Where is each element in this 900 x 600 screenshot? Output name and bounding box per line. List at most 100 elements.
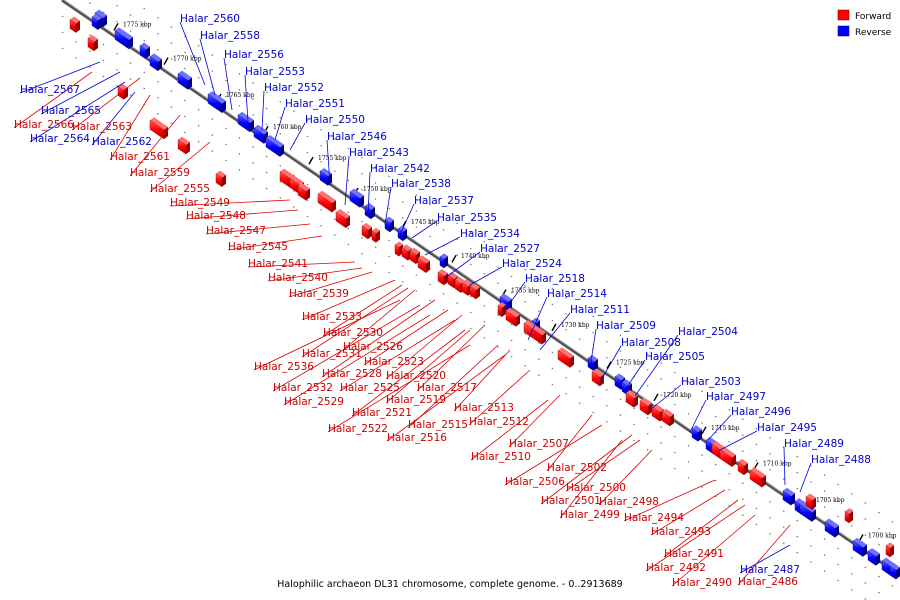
forward-gene xyxy=(149,117,168,140)
gene-label: Halar_2532 xyxy=(273,382,333,394)
scale-tick-label: 1710 kbp xyxy=(763,460,792,467)
gene-label: Halar_2504 xyxy=(678,326,738,338)
gene-label: Halar_2529 xyxy=(284,396,344,408)
gene-label: Halar_2535 xyxy=(437,212,497,224)
gene-label: Halar_2543 xyxy=(349,147,409,159)
forward-gene xyxy=(844,508,853,524)
forward-gene xyxy=(505,307,520,327)
gene-label: Halar_2520 xyxy=(386,370,446,382)
forward-gene xyxy=(215,170,226,188)
gene-label: Halar_2516 xyxy=(387,432,447,444)
gene-label: Halar_2565 xyxy=(41,105,101,117)
scale-tick-label: 1700 kbp xyxy=(868,532,897,539)
gene-label: Halar_2502 xyxy=(547,462,607,474)
reverse-gene xyxy=(867,548,880,566)
reverse-gene xyxy=(587,354,598,372)
scale-tick-label: 1740 kbp xyxy=(461,253,490,260)
reverse-gene xyxy=(177,70,192,90)
scale-tick-label: 1735 kbp xyxy=(511,288,540,295)
gene-label: Halar_2538 xyxy=(391,178,451,190)
legend-reverse-label: Reverse xyxy=(855,28,892,38)
reverse-gene xyxy=(253,124,268,144)
gene-label: Halar_2567 xyxy=(20,84,80,96)
reverse-gene xyxy=(397,225,407,242)
gene-label: Halar_2508 xyxy=(621,337,681,349)
forward-gene xyxy=(591,368,604,387)
gene-label: Halar_2513 xyxy=(454,402,514,414)
scale-tick-label: 1715 kbp xyxy=(711,425,740,432)
map-caption: Halophilic archaeon DL31 chromosome, com… xyxy=(277,579,622,590)
legend-reverse-swatch xyxy=(837,25,850,37)
gene-label: Halar_2506 xyxy=(505,476,565,488)
gene-label: Halar_2549 xyxy=(170,197,230,209)
forward-gene xyxy=(557,347,574,368)
scale-tick-label: 1725 kbp xyxy=(616,360,645,367)
gene-label: Halar_2489 xyxy=(784,438,844,450)
gene-label: Halar_2512 xyxy=(469,416,529,428)
legend-forward-label: Forward xyxy=(855,12,891,22)
forward-gene xyxy=(639,397,652,416)
gene-label: Halar_2486 xyxy=(738,576,798,588)
gene-label: Halar_2519 xyxy=(386,394,446,406)
gene-label: Halar_2522 xyxy=(328,423,388,435)
forward-gene xyxy=(737,458,748,476)
gene-label: Halar_2511 xyxy=(570,304,630,316)
scale-tick-label: 1775 kbp xyxy=(123,21,152,28)
reverse-gene xyxy=(91,13,102,31)
gene-label: Halar_2556 xyxy=(224,49,284,61)
forward-gene xyxy=(87,34,98,52)
gene-label: Halar_2539 xyxy=(289,288,349,300)
gene-label: Halar_2530 xyxy=(323,327,383,339)
gene-label: Halar_2559 xyxy=(130,167,190,179)
gene-label: Halar_2505 xyxy=(645,351,705,363)
gene-label: Halar_2560 xyxy=(180,13,240,25)
reverse-gene xyxy=(824,518,839,538)
forward-gene xyxy=(69,16,80,33)
gene-features xyxy=(69,9,900,580)
gene-label: Halar_2561 xyxy=(110,151,170,163)
forward-gene xyxy=(497,302,506,318)
forward-gene xyxy=(749,467,766,488)
gene-label: Halar_2492 xyxy=(646,562,706,574)
reverse-gene xyxy=(207,91,226,114)
scale-tick-label: 1765 kbp xyxy=(226,92,255,99)
gene-label: Halar_2548 xyxy=(186,210,246,222)
gene-labels: Halar_2560 Halar_2558 Halar_2556 Halar_2553… xyxy=(14,13,871,589)
scale-tick-label: 1760 kbp xyxy=(273,124,302,131)
forward-gene xyxy=(523,320,546,345)
gene-label: Halar_2494 xyxy=(624,512,684,524)
reverse-gene xyxy=(349,188,364,208)
reverse-gene xyxy=(114,27,133,50)
label-leader-lines xyxy=(13,21,812,587)
forward-gene xyxy=(885,542,894,558)
gene-label: Halar_2514 xyxy=(547,288,607,300)
forward-gene xyxy=(335,209,350,229)
forward-gene xyxy=(661,408,674,427)
forward-gene xyxy=(437,268,448,286)
legend: Forward Reverse xyxy=(837,9,892,38)
gene-label: Halar_2501 xyxy=(541,495,601,507)
scale-tick-label: 1770 kbp xyxy=(173,56,202,63)
gene-label: Halar_2488 xyxy=(811,454,871,466)
legend-forward-swatch xyxy=(837,9,850,21)
reverse-gene xyxy=(237,111,254,133)
forward-gene xyxy=(805,493,816,510)
gene-label: Halar_2528 xyxy=(322,368,382,380)
forward-gene xyxy=(625,389,638,408)
gene-label: Halar_2507 xyxy=(509,438,569,450)
gene-label: Halar_2524 xyxy=(502,258,562,270)
gene-label: Halar_2527 xyxy=(480,243,540,255)
scale-tick-label: 1755 kbp xyxy=(318,155,347,162)
reverse-gene xyxy=(889,563,900,580)
reverse-gene xyxy=(364,202,375,220)
gene-label: Halar_2551 xyxy=(285,98,345,110)
gene-label: Halar_2534 xyxy=(460,228,520,240)
guide-tracks xyxy=(61,0,900,600)
gene-label: Halar_2517 xyxy=(417,382,477,394)
gene-label: Halar_2509 xyxy=(596,320,656,332)
reverse-gene xyxy=(265,134,284,157)
reverse-gene xyxy=(384,216,394,233)
reverse-gene xyxy=(139,42,150,60)
scale-tick-label: 1720 kbp xyxy=(663,392,692,399)
forward-gene xyxy=(469,282,480,300)
